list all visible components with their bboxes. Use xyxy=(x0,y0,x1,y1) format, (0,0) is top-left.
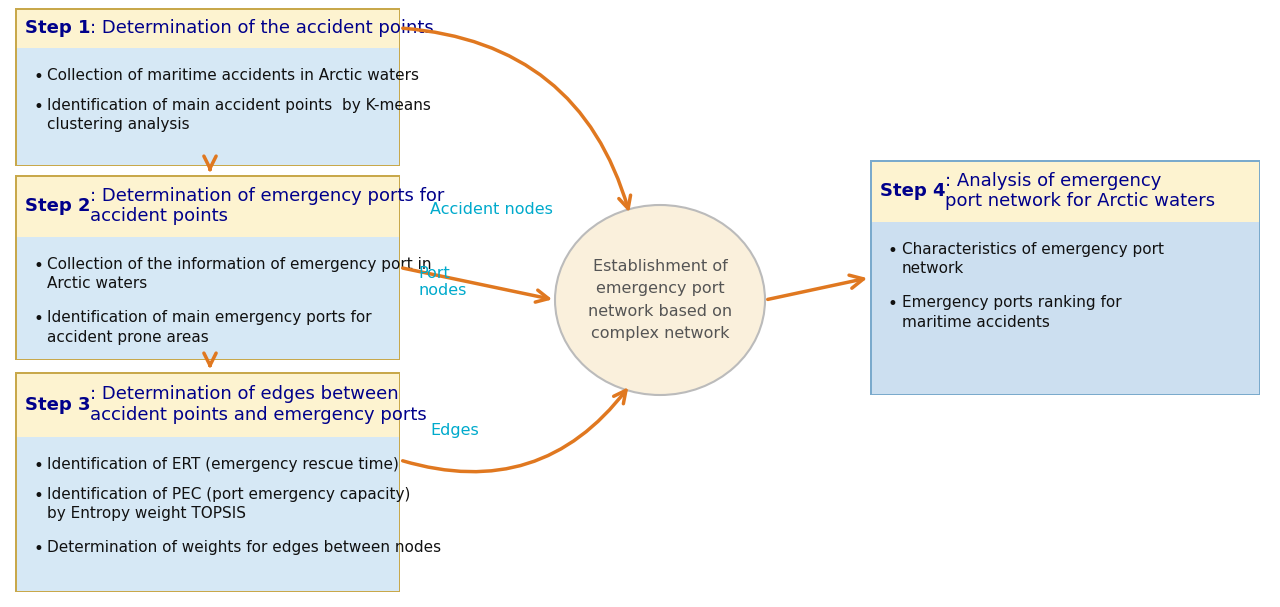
Bar xyxy=(15,372,399,592)
Text: Identification of main accident points  by K-means
clustering analysis: Identification of main accident points b… xyxy=(47,98,431,132)
Text: •: • xyxy=(33,487,42,505)
Text: : Analysis of emergency
port network for Arctic waters: : Analysis of emergency port network for… xyxy=(945,172,1215,211)
Text: : Determination of the accident points: : Determination of the accident points xyxy=(90,19,434,37)
Text: Collection of maritime accidents in Arctic waters: Collection of maritime accidents in Arct… xyxy=(47,68,419,83)
Text: Identification of PEC (port emergency capacity)
by Entropy weight TOPSIS: Identification of PEC (port emergency ca… xyxy=(47,487,411,521)
Text: Step 3: Step 3 xyxy=(26,396,91,413)
Text: : Determination of edges between
accident points and emergency ports: : Determination of edges between acciden… xyxy=(90,385,426,424)
Text: Establishment of
emergency port
network based on
complex network: Establishment of emergency port network … xyxy=(588,259,732,341)
Text: Collection of the information of emergency port in
Arctic waters: Collection of the information of emergen… xyxy=(47,257,431,291)
Text: •: • xyxy=(33,98,42,116)
Text: •: • xyxy=(888,242,897,260)
Text: Port
nodes: Port nodes xyxy=(419,266,466,298)
Text: •: • xyxy=(33,540,42,558)
Text: •: • xyxy=(33,457,42,475)
Text: •: • xyxy=(33,68,42,86)
Text: Identification of main emergency ports for
accident prone areas: Identification of main emergency ports f… xyxy=(47,310,371,345)
Text: •: • xyxy=(33,310,42,328)
Bar xyxy=(17,373,398,437)
Bar xyxy=(872,222,1258,393)
Text: Accident nodes: Accident nodes xyxy=(430,203,553,217)
Bar xyxy=(17,237,398,359)
Bar xyxy=(17,10,398,48)
Text: Determination of weights for edges between nodes: Determination of weights for edges betwe… xyxy=(47,540,442,555)
Bar xyxy=(17,177,398,237)
Text: •: • xyxy=(33,257,42,275)
Text: Step 2: Step 2 xyxy=(26,197,91,215)
Bar xyxy=(15,8,399,166)
Bar xyxy=(872,161,1258,222)
Bar xyxy=(17,437,398,591)
Text: Identification of ERT (emergency rescue time): Identification of ERT (emergency rescue … xyxy=(47,457,399,472)
Text: Edges: Edges xyxy=(430,422,479,438)
Text: Characteristics of emergency port
network: Characteristics of emergency port networ… xyxy=(902,242,1164,276)
Text: Emergency ports ranking for
maritime accidents: Emergency ports ranking for maritime acc… xyxy=(902,296,1121,330)
Ellipse shape xyxy=(556,205,765,395)
Bar xyxy=(15,175,399,360)
Bar xyxy=(870,160,1260,395)
Text: : Determination of emergency ports for
accident points: : Determination of emergency ports for a… xyxy=(90,186,444,225)
Text: Step 4: Step 4 xyxy=(881,182,946,200)
Bar xyxy=(17,48,398,164)
Text: •: • xyxy=(888,296,897,313)
Text: Step 1: Step 1 xyxy=(26,19,91,37)
